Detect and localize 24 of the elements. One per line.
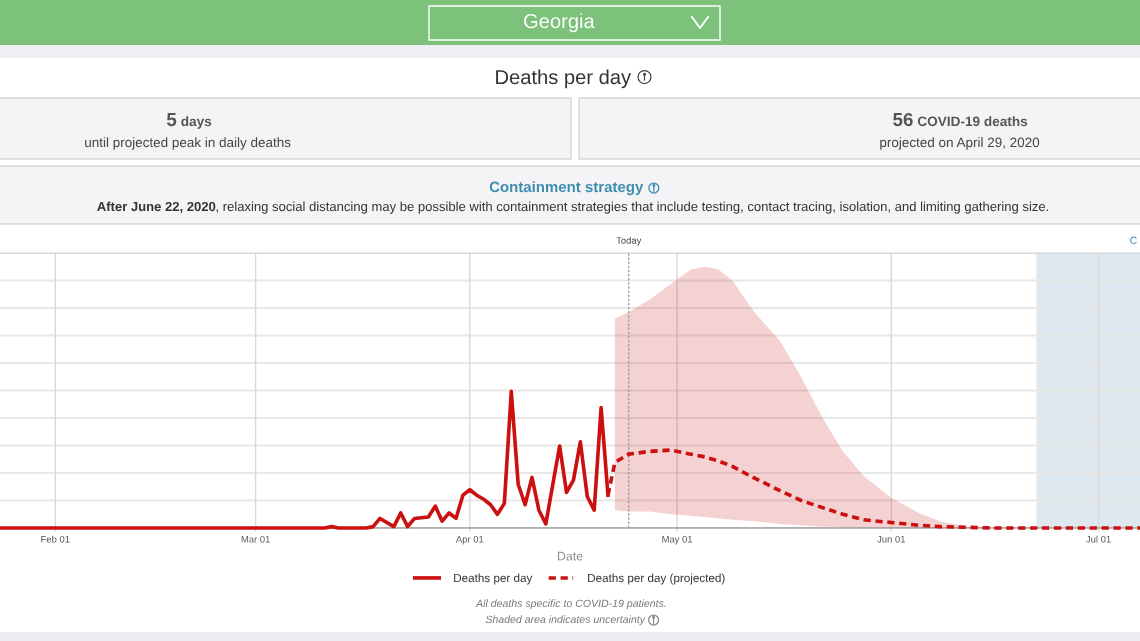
text: projected on April 29, 2020 bbox=[880, 137, 1040, 150]
text: days bbox=[181, 116, 212, 129]
text: After June 22, 2020 bbox=[97, 201, 216, 214]
text: Georgia bbox=[524, 13, 595, 33]
x-tick-label: Feb 01 bbox=[41, 535, 70, 543]
x-tick-label: Apr 01 bbox=[455, 535, 484, 545]
x-axis-title: Date bbox=[557, 551, 583, 561]
text: 5 bbox=[166, 113, 177, 127]
x-tick-label: Mar 01 bbox=[241, 535, 270, 543]
text: Containment strategy bbox=[489, 181, 644, 196]
x-tick-label: Jul 01 bbox=[1086, 535, 1111, 543]
band-label: C bbox=[1130, 236, 1137, 244]
ref-line-label: Today bbox=[616, 236, 642, 246]
x-tick-label: Jun 01 bbox=[877, 535, 905, 543]
text: All deaths specific to COVID-19 patients. bbox=[475, 599, 666, 610]
text: COVID-19 deaths bbox=[917, 116, 1028, 127]
chart-title: Deaths per day bbox=[496, 69, 632, 89]
text: until projected peak in daily deaths bbox=[85, 137, 291, 150]
text: 56 bbox=[893, 112, 913, 127]
legend-label: Deaths per day (projected) bbox=[588, 573, 725, 585]
x-tick-label: May 01 bbox=[662, 535, 693, 545]
text: Shaded area indicates uncertainty bbox=[485, 615, 646, 626]
text: , relaxing social distancing may be possible with containment strategies that include testing, contact tracing, isolation, and limiting gathering size. bbox=[216, 201, 1049, 214]
legend-label: Deaths per day bbox=[454, 573, 533, 585]
